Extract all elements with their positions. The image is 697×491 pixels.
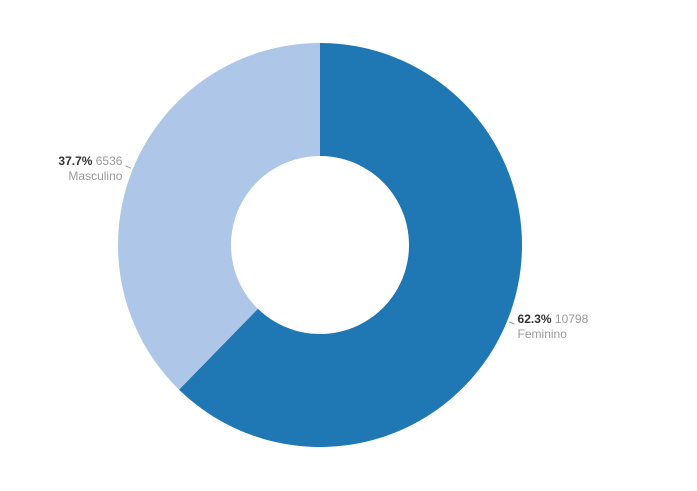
slice-value-label: 37.7% 6536 — [58, 154, 122, 168]
slice-category-label: Masculino — [68, 169, 122, 183]
slice-percent: 62.3% — [518, 312, 555, 326]
slice-category-label: Feminino — [518, 327, 568, 341]
slice-value: 6536 — [96, 154, 123, 168]
slice-value: 10798 — [555, 312, 589, 326]
slices-group — [118, 43, 522, 447]
slice-percent: 37.7% — [58, 154, 95, 168]
label-leader-line — [125, 165, 132, 169]
label-leader-line — [508, 321, 515, 325]
slice-masculino[interactable] — [118, 43, 320, 390]
slice-value-label: 62.3% 10798 — [518, 312, 589, 326]
slice-feminino[interactable] — [179, 43, 522, 447]
